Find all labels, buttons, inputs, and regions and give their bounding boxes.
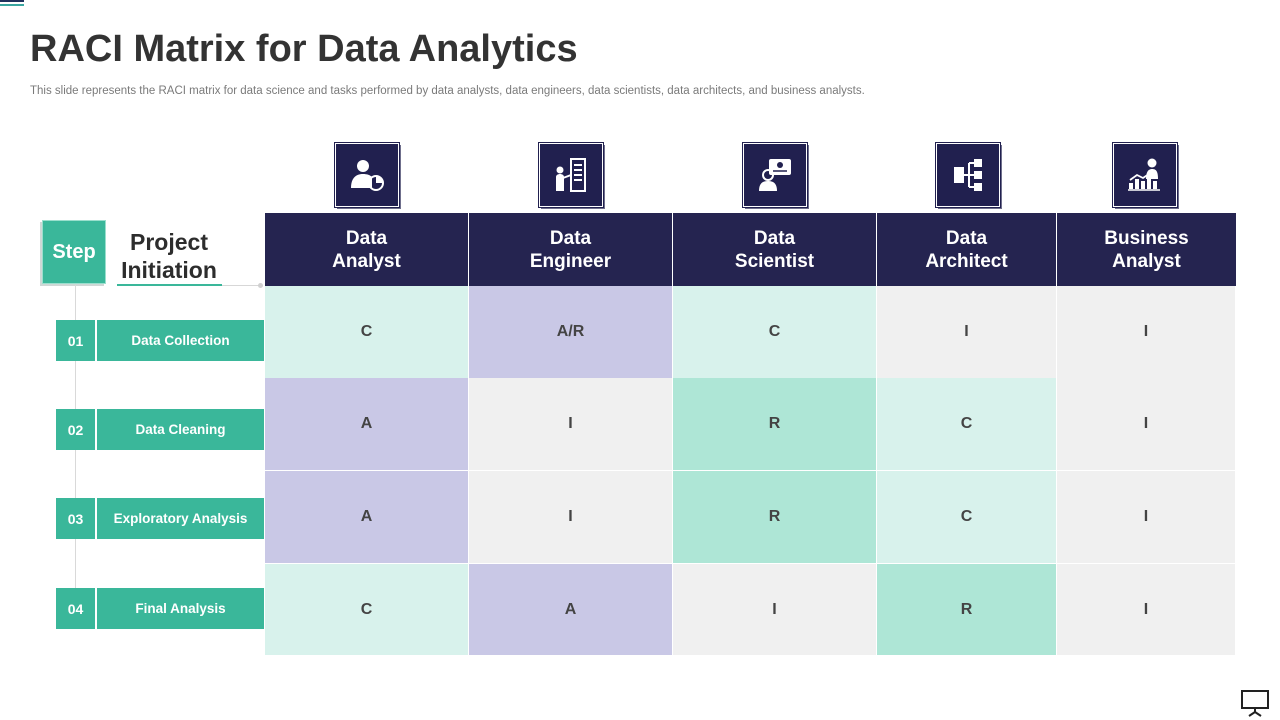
slide-title: RACI Matrix for Data Analytics xyxy=(30,28,578,70)
matrix-cell-data-scientist: R xyxy=(673,378,877,471)
business-growth-icon xyxy=(1112,142,1178,208)
matrix-cell-data-analyst: C xyxy=(265,564,469,656)
step-label: Final Analysis xyxy=(97,588,264,629)
stage-connector-line xyxy=(222,285,262,286)
step-number: 02 xyxy=(56,409,95,450)
role-header-data-scientist: Data Scientist xyxy=(673,213,877,286)
matrix-cell-data-scientist: I xyxy=(673,564,877,656)
matrix-cell-data-engineer: I xyxy=(469,378,673,471)
matrix-cell-data-architect: I xyxy=(877,286,1057,379)
matrix-cell-business-analyst: I xyxy=(1057,471,1236,564)
role-header-data-analyst: Data Analyst xyxy=(265,213,469,286)
slide-subtitle: This slide represents the RACI matrix fo… xyxy=(30,85,865,97)
role-header-data-architect: Data Architect xyxy=(877,213,1057,286)
step-number: 04 xyxy=(56,588,95,629)
role-header-data-engineer: Data Engineer xyxy=(469,213,673,286)
step-number: 03 xyxy=(56,498,95,539)
step-badge: Step xyxy=(42,220,106,284)
presentation-icon xyxy=(1241,690,1269,717)
matrix-cell-data-engineer: A/R xyxy=(469,286,673,379)
stage-title: Project Initiation xyxy=(110,228,228,284)
step-number: 01 xyxy=(56,320,95,361)
scientist-screen-icon xyxy=(742,142,808,208)
matrix-cell-business-analyst: I xyxy=(1057,564,1236,656)
matrix-cell-business-analyst: I xyxy=(1057,286,1236,379)
step-label: Exploratory Analysis xyxy=(97,498,264,539)
matrix-cell-data-analyst: A xyxy=(265,378,469,471)
matrix-cell-data-architect: C xyxy=(877,471,1057,564)
matrix-cell-data-architect: C xyxy=(877,378,1057,471)
matrix-cell-data-scientist: R xyxy=(673,471,877,564)
step-label: Data Cleaning xyxy=(97,409,264,450)
stage-connector-dot xyxy=(258,283,263,288)
architecture-hierarchy-icon xyxy=(935,142,1001,208)
corner-accent xyxy=(0,0,24,6)
matrix-cell-data-engineer: I xyxy=(469,471,673,564)
server-engineer-icon xyxy=(538,142,604,208)
matrix-cell-business-analyst: I xyxy=(1057,378,1236,471)
matrix-cell-data-analyst: A xyxy=(265,471,469,564)
stage-title-line1: Project xyxy=(130,229,208,255)
matrix-cell-data-engineer: A xyxy=(469,564,673,656)
matrix-cell-data-analyst: C xyxy=(265,286,469,379)
analyst-chart-icon xyxy=(334,142,400,208)
matrix-cell-data-scientist: C xyxy=(673,286,877,379)
step-label: Data Collection xyxy=(97,320,264,361)
role-header-business-analyst: Business Analyst xyxy=(1057,213,1236,286)
matrix-cell-data-architect: R xyxy=(877,564,1057,656)
stage-title-line2: Initiation xyxy=(121,257,217,283)
stage-underline xyxy=(117,284,222,286)
